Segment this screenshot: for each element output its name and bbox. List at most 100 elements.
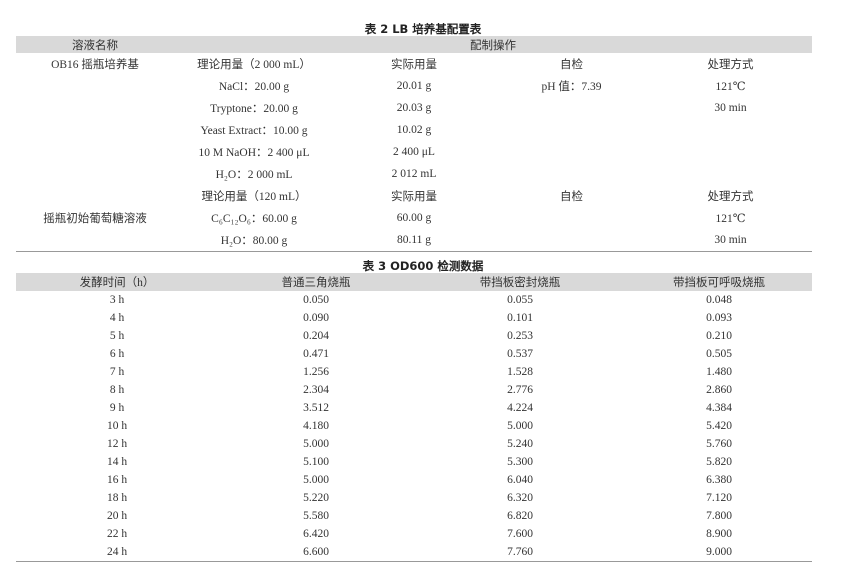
table-cell: 0.253 — [507, 330, 533, 342]
table-cell: 5.220 — [303, 492, 329, 504]
table-cell: 2 400 μL — [393, 146, 435, 158]
table-cell: 处理方式 — [707, 191, 754, 203]
table-cell: 0.471 — [303, 348, 329, 360]
table-cell: 5.000 — [507, 420, 533, 432]
table-row: 18 h 5.220 6.320 7.120 — [16, 489, 812, 507]
table-cell: 0.050 — [303, 294, 329, 306]
table-cell: 5.820 — [706, 456, 732, 468]
table-row: H₂O：80.00 g 80.11 g 30 min — [16, 229, 812, 252]
table-row: 3 h 0.050 0.055 0.048 — [16, 291, 812, 309]
table-cell: 7 h — [109, 366, 125, 378]
table-cell — [494, 229, 649, 252]
table-cell: 7.800 — [706, 510, 732, 522]
table-cell: 自检 — [560, 59, 583, 71]
table-cell: 6.380 — [706, 474, 732, 486]
solution-name — [16, 163, 174, 185]
table-cell — [494, 163, 649, 185]
solution-name — [16, 97, 174, 119]
table-cell: C₆C₁₂O₆：60.00 g — [211, 213, 297, 225]
solution-name — [16, 75, 174, 97]
solution-name: 摇瓶初始葡萄糖溶液 — [43, 213, 147, 225]
table-row: 5 h 0.204 0.253 0.210 — [16, 327, 812, 345]
solution-name: OB16 摇瓶培养基 — [51, 59, 139, 71]
solution-name — [16, 185, 174, 207]
table-cell: 8 h — [109, 384, 125, 396]
table-cell: 0.505 — [706, 348, 732, 360]
table-cell: 0.090 — [303, 312, 329, 324]
table-cell: 6.820 — [507, 510, 533, 522]
table-row: 4 h 0.090 0.101 0.093 — [16, 309, 812, 327]
table-cell: 14 h — [106, 456, 128, 468]
table-row: OB16 摇瓶培养基 理论用量（2 000 mL） 实际用量 自检 处理方式 — [16, 53, 812, 75]
header-flask-baffled-sealed: 带挡板密封烧瓶 — [479, 277, 561, 289]
table-row: 20 h 5.580 6.820 7.800 — [16, 507, 812, 525]
table-row: 16 h 5.000 6.040 6.380 — [16, 471, 812, 489]
table-row: Tryptone：20.00 g 20.03 g 30 min — [16, 97, 812, 119]
table-cell: 0.093 — [706, 312, 732, 324]
header-flask-normal: 普通三角烧瓶 — [281, 277, 351, 289]
table-row: 摇瓶初始葡萄糖溶液 C₆C₁₂O₆：60.00 g 60.00 g 121℃ — [16, 207, 812, 229]
table-cell: 4.224 — [507, 402, 533, 414]
table-cell: 理论用量（2 000 mL） — [197, 59, 311, 71]
table-cell: 20.01 g — [396, 80, 432, 92]
table-cell: 6.600 — [303, 546, 329, 558]
table-cell: 5.000 — [303, 438, 329, 450]
table-cell: 121℃ — [715, 81, 746, 93]
table-cell: 12 h — [106, 438, 128, 450]
table-cell: 121℃ — [715, 213, 746, 225]
table-cell — [649, 163, 812, 185]
table-row: 24 h 6.600 7.760 9.000 — [16, 543, 812, 562]
table-cell: 4.384 — [706, 402, 732, 414]
table-cell: 6 h — [109, 348, 125, 360]
solution-name — [16, 141, 174, 163]
table-cell — [649, 119, 812, 141]
table-cell: 1.256 — [303, 366, 329, 378]
lb-medium-table: 溶液名称 配制操作 OB16 摇瓶培养基 理论用量（2 000 mL） 实际用量 自检… — [16, 36, 812, 252]
table-cell: pH 值：7.39 — [541, 81, 602, 93]
table-cell: 处理方式 — [707, 59, 754, 71]
table-cell: 6.320 — [507, 492, 533, 504]
table-cell: 7.600 — [507, 528, 533, 540]
header-preparation: 配制操作 — [470, 39, 516, 52]
solution-name — [16, 119, 174, 141]
table-cell: 24 h — [106, 546, 128, 558]
table-row: Yeast Extract：10.00 g 10.02 g — [16, 119, 812, 141]
table-cell: 实际用量 — [391, 191, 437, 203]
table-cell: 0.101 — [507, 312, 533, 324]
table-cell: 9 h — [109, 402, 125, 414]
table-row: NaCl：20.00 g 20.01 g pH 值：7.39 121℃ — [16, 75, 812, 97]
table-cell: Yeast Extract：10.00 g — [200, 125, 308, 137]
table-cell: 9.000 — [706, 546, 732, 558]
table-row: 6 h 0.471 0.537 0.505 — [16, 345, 812, 363]
table-row: 理论用量（120 mL） 实际用量 自检 处理方式 — [16, 185, 812, 207]
od600-table: 发酵时间（h） 普通三角烧瓶 带挡板密封烧瓶 带挡板可呼吸烧瓶 3 h 0.050… — [16, 273, 812, 562]
table-cell: 0.210 — [706, 330, 732, 342]
table-cell: 8.900 — [706, 528, 732, 540]
table-cell: 5.000 — [303, 474, 329, 486]
table-cell: H₂O：80.00 g — [220, 235, 288, 247]
table-cell: 5.580 — [303, 510, 329, 522]
header-time: 发酵时间（h） — [79, 277, 155, 289]
table-cell: 6.040 — [507, 474, 533, 486]
table-cell: 10 h — [106, 420, 128, 432]
table-cell: 2.860 — [706, 384, 732, 396]
table-row: 22 h 6.420 7.600 8.900 — [16, 525, 812, 543]
table-cell: NaCl：20.00 g — [218, 81, 290, 93]
table-cell — [494, 207, 649, 229]
table-cell: 5.240 — [507, 438, 533, 450]
table-cell: 5.760 — [706, 438, 732, 450]
table-cell: 0.537 — [507, 348, 533, 360]
table-cell: 2.776 — [507, 384, 533, 396]
table-row: 9 h 3.512 4.224 4.384 — [16, 399, 812, 417]
table-cell: 22 h — [106, 528, 128, 540]
table-cell: 16 h — [106, 474, 128, 486]
table-row: 12 h 5.000 5.240 5.760 — [16, 435, 812, 453]
table-cell — [494, 97, 649, 119]
table-header-row: 发酵时间（h） 普通三角烧瓶 带挡板密封烧瓶 带挡板可呼吸烧瓶 — [16, 273, 812, 291]
table-cell: 80.11 g — [396, 234, 432, 246]
table-cell: 10 M NaOH：2 400 μL — [198, 147, 310, 159]
table-cell: 4.180 — [303, 420, 329, 432]
table-cell: 7.120 — [706, 492, 732, 504]
table-cell: 0.204 — [303, 330, 329, 342]
table-cell: 实际用量 — [391, 59, 437, 71]
